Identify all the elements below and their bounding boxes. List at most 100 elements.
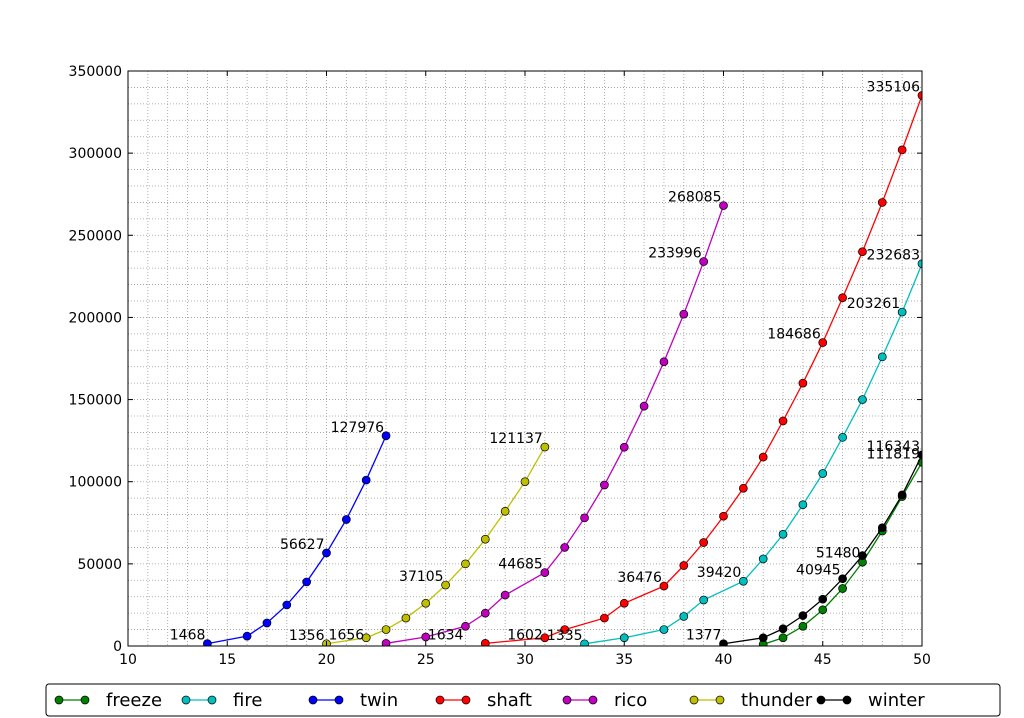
data-label-twin: 56627: [280, 537, 325, 553]
data-point-rico: [540, 568, 550, 577]
data-label-rico: 44685: [498, 557, 543, 573]
data-point-winter: [897, 490, 907, 500]
y-tick-label: 350000: [69, 64, 122, 80]
data-point-shaft: [659, 581, 669, 591]
data-point-rico: [619, 442, 629, 452]
data-point-shaft: [917, 91, 922, 100]
data-label-thunder: 1356: [289, 628, 325, 644]
legend-label: twin: [360, 690, 398, 711]
legend-marker: [689, 695, 699, 705]
data-point-thunder: [500, 506, 510, 516]
legend-label: rico: [614, 690, 647, 711]
data-point-twin: [282, 600, 292, 610]
data-point-rico: [600, 480, 609, 490]
data-label-fire: 232683: [867, 248, 920, 264]
data-point-twin: [302, 577, 311, 587]
data-label-twin: 127976: [331, 420, 385, 436]
data-point-rico: [560, 543, 570, 552]
data-label-winter: 116343: [867, 439, 920, 455]
legend-label: winter: [868, 690, 925, 711]
data-label-fire: 1335: [547, 628, 583, 644]
y-tick-label: 100000: [69, 475, 122, 491]
series-line-winter: [723, 454, 922, 645]
legend-item-twin: twin: [308, 690, 398, 711]
data-point-shaft: [560, 625, 570, 634]
legend-marker: [207, 695, 217, 705]
data-point-rico: [500, 590, 510, 600]
x-tick-label: 10: [119, 652, 137, 668]
data-label-freeze: 111819: [867, 446, 920, 462]
data-point-winter: [798, 611, 808, 620]
x-tick-label: 20: [318, 652, 336, 668]
data-point-freeze: [778, 633, 788, 643]
data-point-twin: [381, 431, 391, 441]
axis-ticks: 10 15 20 25 30 35 40 45 50 0 50000 100000 150000 2000…: [69, 64, 931, 668]
data-point-rico: [480, 608, 490, 618]
data-point-winter: [778, 624, 788, 634]
legend-marker: [842, 695, 852, 705]
data-point-shaft: [719, 511, 728, 521]
data-point-thunder: [520, 477, 530, 487]
y-tick-label: 300000: [69, 146, 122, 162]
data-point-shaft: [858, 247, 867, 257]
legend-marker: [816, 695, 826, 705]
legend-item-thunder: thunder: [689, 690, 813, 711]
data-point-winter: [877, 523, 887, 533]
data-point-thunder: [381, 625, 391, 634]
series-winter: [719, 450, 922, 646]
legend-marker: [562, 695, 572, 705]
data-point-fire: [778, 529, 788, 539]
grid-lines: [128, 71, 922, 646]
data-point-fire: [877, 352, 887, 362]
data-point-shaft: [818, 338, 828, 347]
data-point-twin: [342, 515, 351, 524]
x-tick-label: 30: [516, 652, 534, 668]
data-label-rico: 268085: [668, 190, 721, 206]
data-label-winter: 40945: [796, 563, 841, 579]
data-point-shaft: [738, 483, 748, 493]
data-label-winter: 51480: [816, 545, 861, 561]
data-point-rico: [719, 201, 728, 210]
data-point-winter: [758, 633, 768, 643]
series-shaft: [480, 91, 922, 646]
series-line-thunder: [326, 446, 546, 645]
data-label-thunder: 121137: [489, 431, 542, 447]
legend-item-freeze: freeze: [54, 690, 162, 711]
legend-marker: [80, 695, 90, 705]
data-point-fire: [738, 576, 748, 586]
data-point-winter: [917, 450, 922, 460]
legend-box: [45, 683, 1001, 717]
data-label-fire: 203261: [847, 296, 900, 312]
x-tick-label: 25: [417, 652, 435, 668]
data-point-shaft: [778, 416, 788, 426]
data-point-rico: [699, 257, 709, 266]
legend-item-fire: fire: [181, 690, 262, 711]
data-point-fire: [580, 639, 589, 646]
data-point-thunder: [540, 442, 550, 452]
data-point-thunder: [480, 534, 490, 544]
legend-marker: [308, 695, 318, 705]
data-point-shaft: [679, 561, 689, 570]
data-point-shaft: [758, 452, 768, 462]
legend-item-rico: rico: [562, 690, 647, 711]
data-point-rico: [580, 513, 589, 523]
data-label-thunder: 37105: [399, 569, 444, 585]
data-point-shaft: [600, 613, 609, 623]
data-point-rico: [461, 621, 470, 631]
legend-marker: [588, 695, 598, 705]
series-thunder: [322, 442, 550, 646]
data-point-winter: [818, 594, 828, 604]
data-point-fire: [917, 259, 922, 269]
x-tick-label: 45: [814, 652, 832, 668]
data-label-rico: 233996: [648, 246, 702, 262]
data-point-rico: [421, 632, 431, 642]
y-tick-label: 0: [113, 639, 122, 655]
x-tick-label: 35: [615, 652, 633, 668]
y-tick-label: 150000: [69, 393, 122, 409]
data-point-winter: [858, 551, 867, 560]
y-tick-label: 50000: [77, 557, 122, 573]
legend-label: shaft: [487, 690, 532, 711]
y-tick-label: 200000: [69, 310, 122, 326]
legend: freeze fire twin shaft rico thunder winter: [45, 683, 1001, 717]
series-rico: [381, 201, 728, 646]
